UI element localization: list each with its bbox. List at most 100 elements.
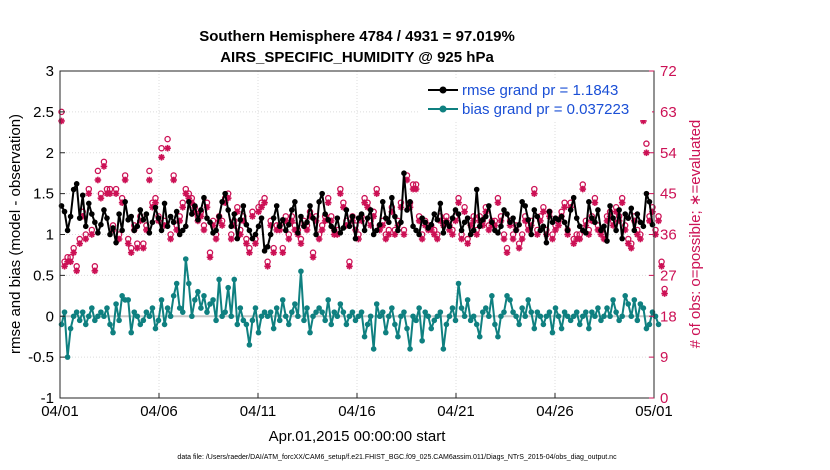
rmse-point [464, 215, 471, 221]
bias-point [158, 297, 165, 303]
right-y-tick-label: 27 [660, 267, 677, 284]
bias-point [349, 309, 356, 315]
bias-point [95, 313, 101, 320]
bias-point [261, 309, 268, 315]
rmse-point [89, 211, 95, 217]
obs-evaluated-point [94, 176, 102, 184]
obs-evaluated-point [170, 176, 177, 184]
bias-point [428, 325, 435, 332]
rmse-point [137, 207, 144, 213]
x-tick-label: 04/21 [437, 403, 475, 420]
right-y-axis-label: # of obs: o=possible; ∗=evaluated [687, 120, 704, 349]
obs-possible-point [643, 140, 650, 147]
bias-point [655, 321, 662, 328]
rmse-point [570, 194, 577, 201]
rmse-point [398, 219, 404, 226]
bias-point [152, 325, 159, 332]
obs-evaluated-point [561, 203, 568, 211]
rmse-point [161, 200, 168, 207]
rmse-point [343, 207, 350, 213]
rmse-point [349, 213, 356, 220]
rmse-point [546, 208, 553, 215]
bias-point [431, 317, 438, 324]
rmse-point [204, 215, 210, 221]
bias-point [440, 346, 447, 352]
rmse-point [379, 199, 386, 205]
rmse-point [282, 227, 289, 234]
rmse-point [364, 215, 371, 221]
bias-point [592, 313, 598, 320]
bias-point [373, 301, 380, 307]
rmse-point [122, 199, 128, 205]
obs-evaluated-stroke [531, 190, 538, 197]
rmse-point [376, 221, 383, 228]
rmse-point [386, 219, 392, 226]
obs-evaluated-point [579, 185, 587, 193]
bias-point [492, 321, 498, 328]
bias-point [255, 329, 262, 336]
bias-point [270, 325, 277, 332]
rmse-point [592, 219, 598, 226]
obs-evaluated-point [449, 231, 456, 238]
bias-point [337, 301, 344, 307]
obs-evaluated-stroke [655, 217, 662, 224]
rmse-point [98, 221, 104, 228]
rmse-point [625, 215, 632, 221]
bias-point [258, 313, 265, 320]
rmse-point [540, 223, 547, 230]
obs-evaluated-stroke [576, 236, 583, 242]
rmse-point [307, 203, 313, 209]
rmse-point [422, 219, 428, 226]
bias-point [228, 313, 235, 320]
obs-evaluated-point [658, 262, 665, 270]
obs-evaluated-point [530, 190, 538, 197]
bias-point [464, 297, 471, 303]
left-y-axis-label: rmse and bias (model - observation) [7, 114, 24, 354]
rmse-point [416, 231, 422, 238]
bias-point [495, 333, 501, 340]
bias-point [267, 309, 274, 315]
obs-evaluated-point [127, 249, 135, 256]
rmse-point [195, 216, 201, 223]
rmse-point [164, 223, 171, 230]
legend: rmse grand pr = 1.1843 bias grand pr = 0… [420, 78, 652, 120]
rmse-point [216, 213, 222, 220]
rmse-point [431, 211, 438, 217]
rmse-point [601, 223, 607, 230]
rmse-point [231, 211, 238, 217]
rmse-point [461, 219, 468, 226]
rmse-point [373, 227, 380, 234]
rmse-point [228, 223, 235, 230]
obs-evaluated-point [124, 240, 132, 247]
rmse-point [270, 215, 277, 221]
obs-evaluated-stroke [264, 263, 271, 270]
bias-point [525, 297, 532, 303]
right-y-axis-ticks: 0 9 18 27 36 45 54 63 72 [649, 63, 677, 407]
bias-point [334, 313, 341, 320]
legend-box [420, 78, 652, 120]
left-y-tick-label: 3 [46, 63, 54, 80]
bias-point [364, 321, 371, 328]
obs-evaluated-point [252, 240, 259, 247]
rmse-point [64, 227, 71, 234]
rmse-point [234, 235, 241, 242]
bias-point [146, 313, 153, 320]
chart-title-line2: AIRS_SPECIFIC_HUMIDITY @ 925 hPa [220, 49, 494, 66]
bias-point [613, 309, 619, 315]
data-file-footnote: data file: /Users/raeder/DAI/ATM_forcXX/… [177, 454, 617, 461]
obs-evaluated-stroke [325, 199, 332, 206]
bias-point [322, 317, 328, 324]
left-y-tick-label: 1 [46, 227, 54, 244]
obs-evaluated-point [385, 231, 393, 238]
rmse-point [325, 216, 332, 223]
rmse-point [331, 227, 338, 234]
obs-evaluated-stroke [485, 227, 492, 233]
x-tick-label: 04/26 [536, 403, 574, 420]
rmse-point [507, 219, 513, 226]
bias-point [498, 313, 504, 320]
rmse-point [128, 213, 135, 220]
obs-evaluated-point [133, 244, 141, 252]
bias-point [519, 305, 525, 311]
obs-evaluated-point [461, 208, 468, 216]
bias-point [301, 317, 307, 324]
